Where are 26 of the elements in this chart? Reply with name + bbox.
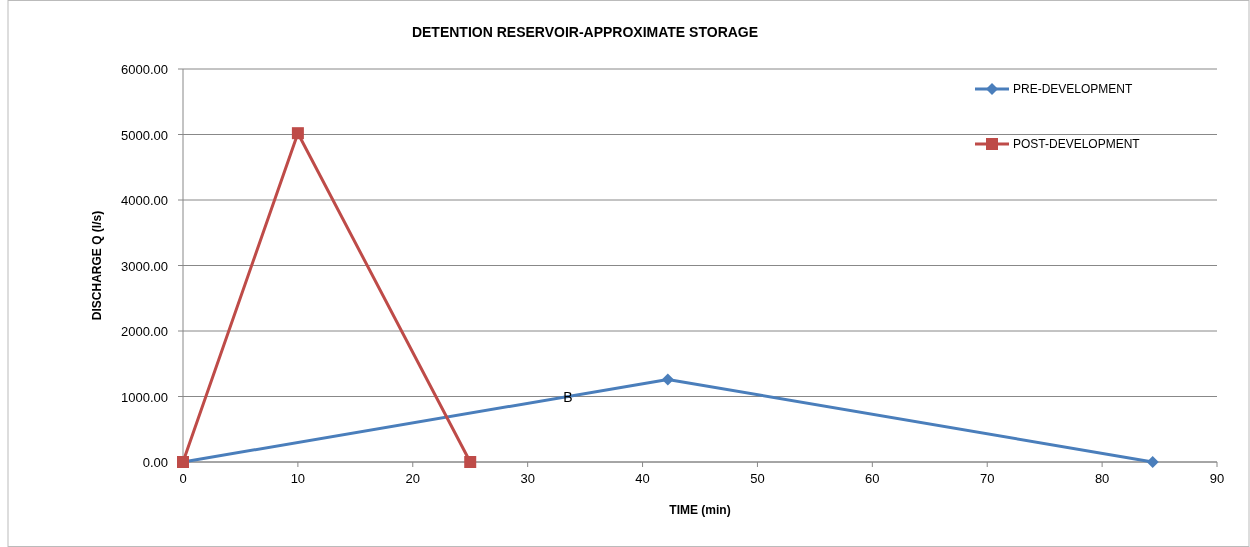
point	[661, 373, 674, 386]
point	[464, 456, 477, 468]
chart-title: DETENTION RESERVOIR-APPROXIMATE STORAGE	[411, 24, 759, 40]
y-tick-label: 3000.00	[121, 258, 168, 274]
x-tick-label: 80	[1094, 471, 1110, 486]
x-tick-label: 0	[179, 471, 187, 486]
x-tick-label: 90	[1209, 471, 1225, 486]
point	[291, 127, 304, 140]
x-tick-label: 70	[979, 471, 995, 486]
y-tick-label: 5000.00	[121, 127, 168, 143]
y-tick-label: 6000.00	[121, 62, 168, 77]
y-tick-label: 1000.00	[121, 389, 168, 405]
x-tick-label: 20	[405, 471, 421, 486]
y-tick-label: 4000.00	[121, 193, 168, 208]
y-tick-label: 2000.00	[121, 324, 168, 339]
x-tick-label: 10	[290, 471, 306, 486]
x-tick-label: 40	[635, 471, 650, 486]
y-axis-title: DISCHARGE Q (l/s)	[90, 210, 104, 321]
legend-label: PRE-DEVELOPMENT	[1013, 82, 1134, 96]
y-tick-label: 0.00	[142, 455, 168, 470]
x-tick-label: 30	[520, 471, 535, 486]
x-tick-label: 50	[750, 471, 765, 486]
point	[1146, 456, 1159, 468]
legend-label: POST-DEVELOPMENT	[1013, 137, 1141, 151]
x-axis-title: TIME (min)	[669, 503, 731, 517]
x-tick-label: 60	[865, 471, 880, 486]
